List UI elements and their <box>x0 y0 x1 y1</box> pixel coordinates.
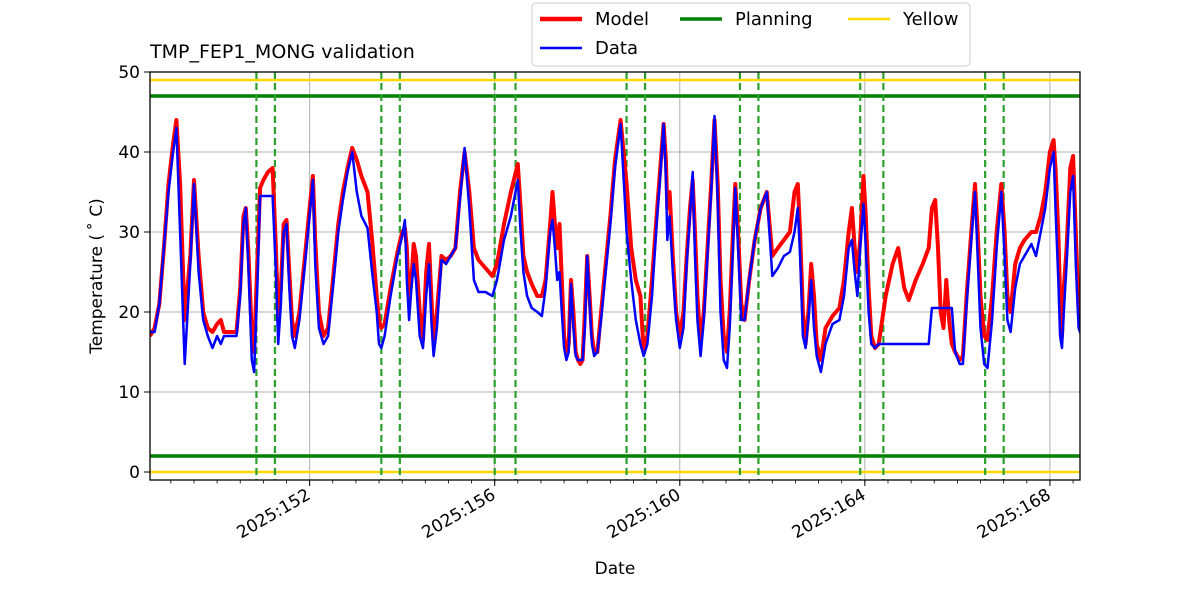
chart-title: TMP_FEP1_MONG validation <box>149 41 415 63</box>
data-series-line <box>150 114 1080 374</box>
legend-label-data: Data <box>595 38 638 59</box>
legend-label-planning: Planning <box>735 9 813 30</box>
y-axis: 0 10 20 30 40 50 <box>118 63 150 483</box>
y-tick-label: 10 <box>118 383 140 403</box>
y-tick-label: 50 <box>118 63 140 83</box>
legend-label-model: Model <box>595 9 649 30</box>
event-lines <box>255 72 1005 480</box>
y-tick-label: 20 <box>118 303 140 323</box>
x-axis-title: Date <box>595 559 636 579</box>
limit-lines <box>150 78 1080 474</box>
legend: Model Data Planning Yellow <box>531 2 971 67</box>
series-lines <box>150 114 1080 374</box>
legend-label-yellow: Yellow <box>902 9 958 30</box>
y-tick-label: 0 <box>129 463 140 483</box>
y-axis-title: Temperature ( ˚ C) <box>86 198 107 355</box>
y-tick-label: 40 <box>118 143 140 163</box>
plot-frame <box>149 71 1081 481</box>
y-tick-label: 30 <box>118 223 140 243</box>
